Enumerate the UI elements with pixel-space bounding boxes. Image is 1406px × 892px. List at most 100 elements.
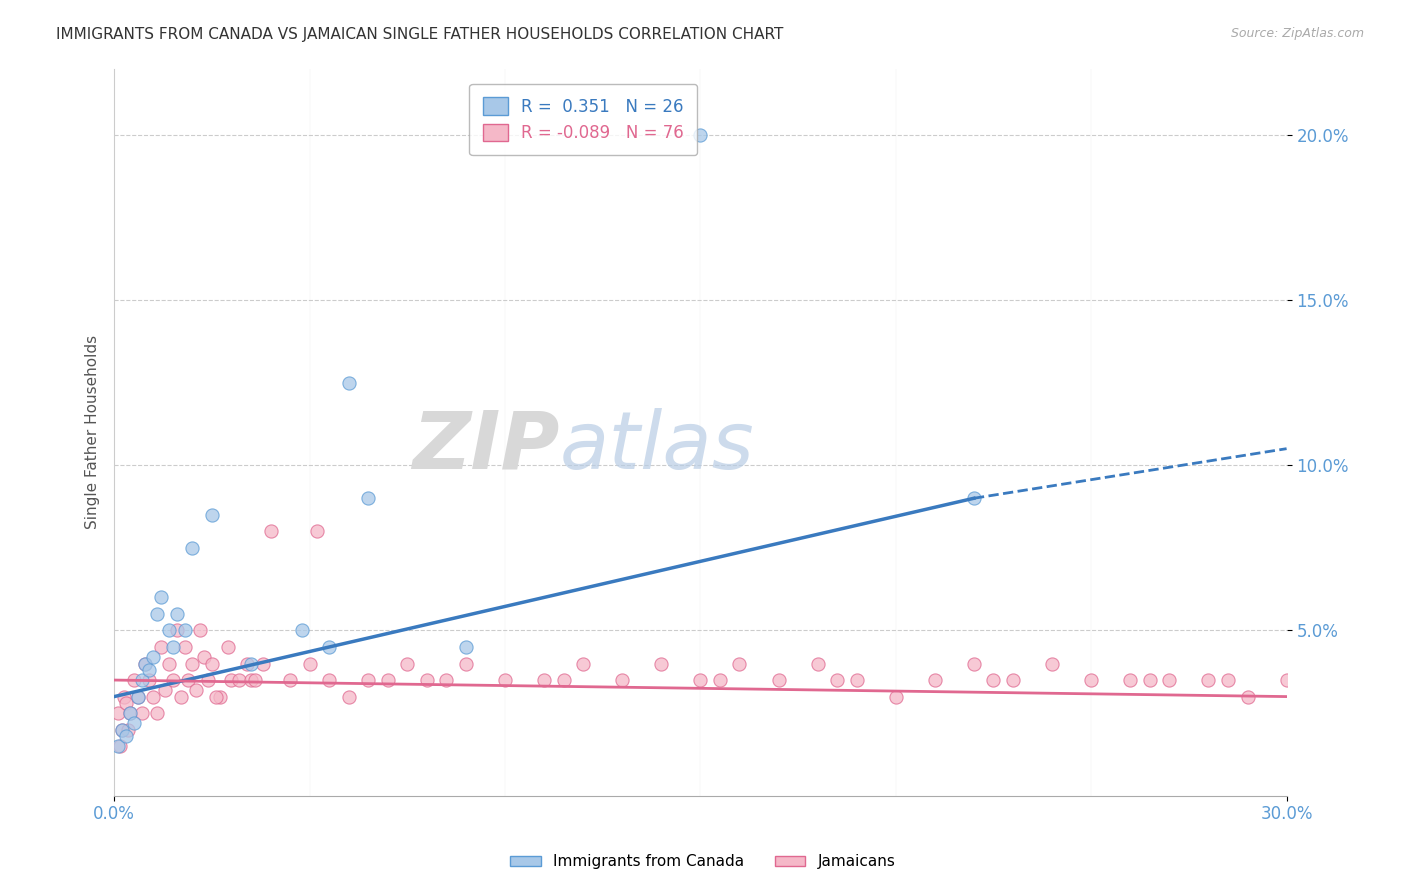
Point: [201, 657, 224, 671]
Text: Source: ZipAtlas.com: Source: ZipAtlas.com: [1230, 27, 1364, 40]
Point: [1040, 657, 1063, 671]
Point: [259, 524, 281, 539]
Point: [217, 640, 239, 654]
Point: [416, 673, 439, 687]
Point: [553, 673, 575, 687]
Legend: Immigrants from Canada, Jamaicans: Immigrants from Canada, Jamaicans: [505, 848, 901, 875]
Point: [131, 706, 153, 720]
Point: [768, 673, 790, 687]
Point: [291, 624, 314, 638]
Point: [1197, 673, 1219, 687]
Point: [239, 657, 262, 671]
Point: [181, 541, 204, 555]
Point: [307, 524, 329, 539]
Point: [239, 673, 262, 687]
Point: [825, 673, 848, 687]
Point: [252, 657, 274, 671]
Point: [689, 128, 711, 142]
Point: [134, 657, 156, 671]
Point: [166, 607, 188, 621]
Point: [127, 690, 149, 704]
Point: [186, 683, 208, 698]
Point: [236, 657, 259, 671]
Point: [173, 640, 195, 654]
Point: [122, 673, 145, 687]
Point: [150, 640, 173, 654]
Point: [337, 690, 360, 704]
Point: [612, 673, 634, 687]
Point: [162, 640, 184, 654]
Point: [111, 723, 134, 737]
Point: [454, 640, 477, 654]
Point: [134, 657, 156, 671]
Point: [142, 649, 165, 664]
Point: [150, 591, 173, 605]
Legend: R =  0.351   N = 26, R = -0.089   N = 76: R = 0.351 N = 26, R = -0.089 N = 76: [470, 84, 697, 155]
Point: [318, 673, 340, 687]
Point: [1002, 673, 1025, 687]
Point: [434, 673, 457, 687]
Point: [138, 673, 160, 687]
Point: [131, 673, 153, 687]
Point: [112, 690, 135, 704]
Point: [166, 624, 188, 638]
Point: [197, 673, 219, 687]
Point: [157, 624, 180, 638]
Point: [709, 673, 731, 687]
Point: [162, 673, 184, 687]
Point: [146, 706, 169, 720]
Point: [122, 716, 145, 731]
Point: [221, 673, 243, 687]
Text: atlas: atlas: [560, 408, 755, 485]
Point: [963, 491, 986, 506]
Point: [127, 690, 149, 704]
Point: [208, 690, 231, 704]
Point: [117, 723, 139, 737]
Point: [228, 673, 250, 687]
Point: [298, 657, 321, 671]
Point: [845, 673, 868, 687]
Point: [173, 624, 195, 638]
Point: [142, 690, 165, 704]
Point: [357, 491, 380, 506]
Point: [337, 376, 360, 390]
Point: [494, 673, 516, 687]
Point: [454, 657, 477, 671]
Point: [115, 696, 138, 710]
Point: [533, 673, 555, 687]
Point: [146, 607, 169, 621]
Point: [153, 683, 176, 698]
Point: [572, 657, 595, 671]
Point: [1119, 673, 1142, 687]
Point: [108, 739, 131, 754]
Point: [884, 690, 907, 704]
Point: [169, 690, 191, 704]
Point: [983, 673, 1005, 687]
Point: [193, 649, 215, 664]
Point: [924, 673, 946, 687]
Point: [157, 657, 180, 671]
Point: [1275, 673, 1298, 687]
Point: [1159, 673, 1181, 687]
Text: IMMIGRANTS FROM CANADA VS JAMAICAN SINGLE FATHER HOUSEHOLDS CORRELATION CHART: IMMIGRANTS FROM CANADA VS JAMAICAN SINGL…: [56, 27, 783, 42]
Point: [1139, 673, 1161, 687]
Point: [318, 640, 340, 654]
Point: [650, 657, 672, 671]
Point: [377, 673, 399, 687]
Y-axis label: Single Father Households: Single Father Households: [86, 335, 100, 529]
Point: [278, 673, 301, 687]
Point: [357, 673, 380, 687]
Point: [201, 508, 224, 522]
Point: [1216, 673, 1239, 687]
Point: [181, 657, 204, 671]
Point: [728, 657, 751, 671]
Point: [963, 657, 986, 671]
Point: [118, 706, 141, 720]
Point: [111, 723, 134, 737]
Point: [243, 673, 266, 687]
Point: [396, 657, 419, 671]
Point: [807, 657, 830, 671]
Point: [138, 663, 160, 677]
Point: [177, 673, 200, 687]
Point: [107, 739, 129, 754]
